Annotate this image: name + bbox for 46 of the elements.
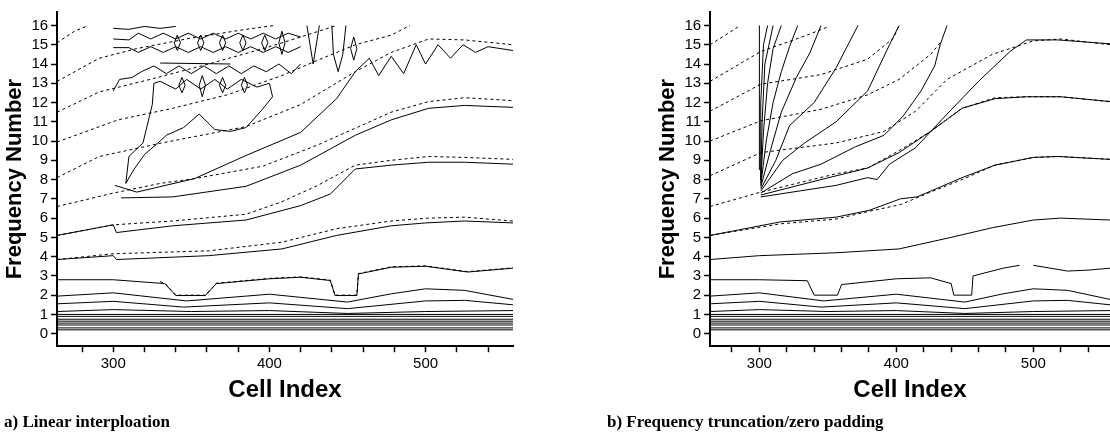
y-tick-label: 9 [692,150,702,168]
y-tick-label: 15 [684,34,702,52]
x-tick-label: 500 [413,354,439,372]
y-tick-label: 5 [692,227,702,245]
y-tick-label: 15 [31,34,49,52]
y-tick-label: 14 [684,54,702,72]
text: b) Frequency truncation/zero padding [607,412,884,432]
y-tick-label: 5 [39,227,49,245]
x-axis-title: Cell Index [853,375,968,403]
y-tick-label: 12 [31,92,49,110]
y-tick-label: 16 [684,15,702,33]
y-tick-label: 6 [39,208,49,226]
y-tick-label: 13 [31,73,49,91]
x-axis-title: Cell Index [228,375,343,403]
y-axis-title: Frequency Number [654,78,680,280]
y-tick-label: 4 [39,246,49,264]
y-tick-label: 9 [39,150,49,168]
x-tick-label: 400 [256,354,282,372]
y-tick-label: 13 [684,73,702,91]
x-tick-label: 500 [1020,354,1046,372]
x-tick-label: 300 [100,354,126,372]
y-tick-label: 11 [685,111,702,129]
y-tick-label: 6 [692,208,702,226]
y-tick-label: 3 [692,266,702,284]
x-tick-label: 400 [883,354,909,372]
x-tick-label: 300 [746,354,772,372]
y-tick-label: 0 [39,323,49,341]
y-tick-label: 3 [39,266,49,284]
y-tick-label: 8 [39,169,49,187]
y-tick-label: 10 [31,131,49,149]
text: a) Linear interploation [4,412,170,432]
y-tick-label: 12 [684,92,702,110]
y-tick-label: 8 [692,169,702,187]
y-tick-label: 7 [39,188,49,206]
y-tick-label: 1 [692,304,702,322]
y-tick-label: 16 [31,15,49,33]
y-tick-label: 2 [39,285,49,303]
y-tick-label: 14 [31,54,49,72]
y-tick-label: 4 [692,246,702,264]
y-tick-label: 0 [692,323,702,341]
y-tick-label: 7 [692,188,702,206]
y-tick-label: 2 [692,285,702,303]
y-axis-title: Frequency Number [1,78,27,280]
y-tick-label: 10 [684,131,702,149]
y-tick-label: 1 [39,304,49,322]
y-tick-label: 11 [32,111,49,129]
